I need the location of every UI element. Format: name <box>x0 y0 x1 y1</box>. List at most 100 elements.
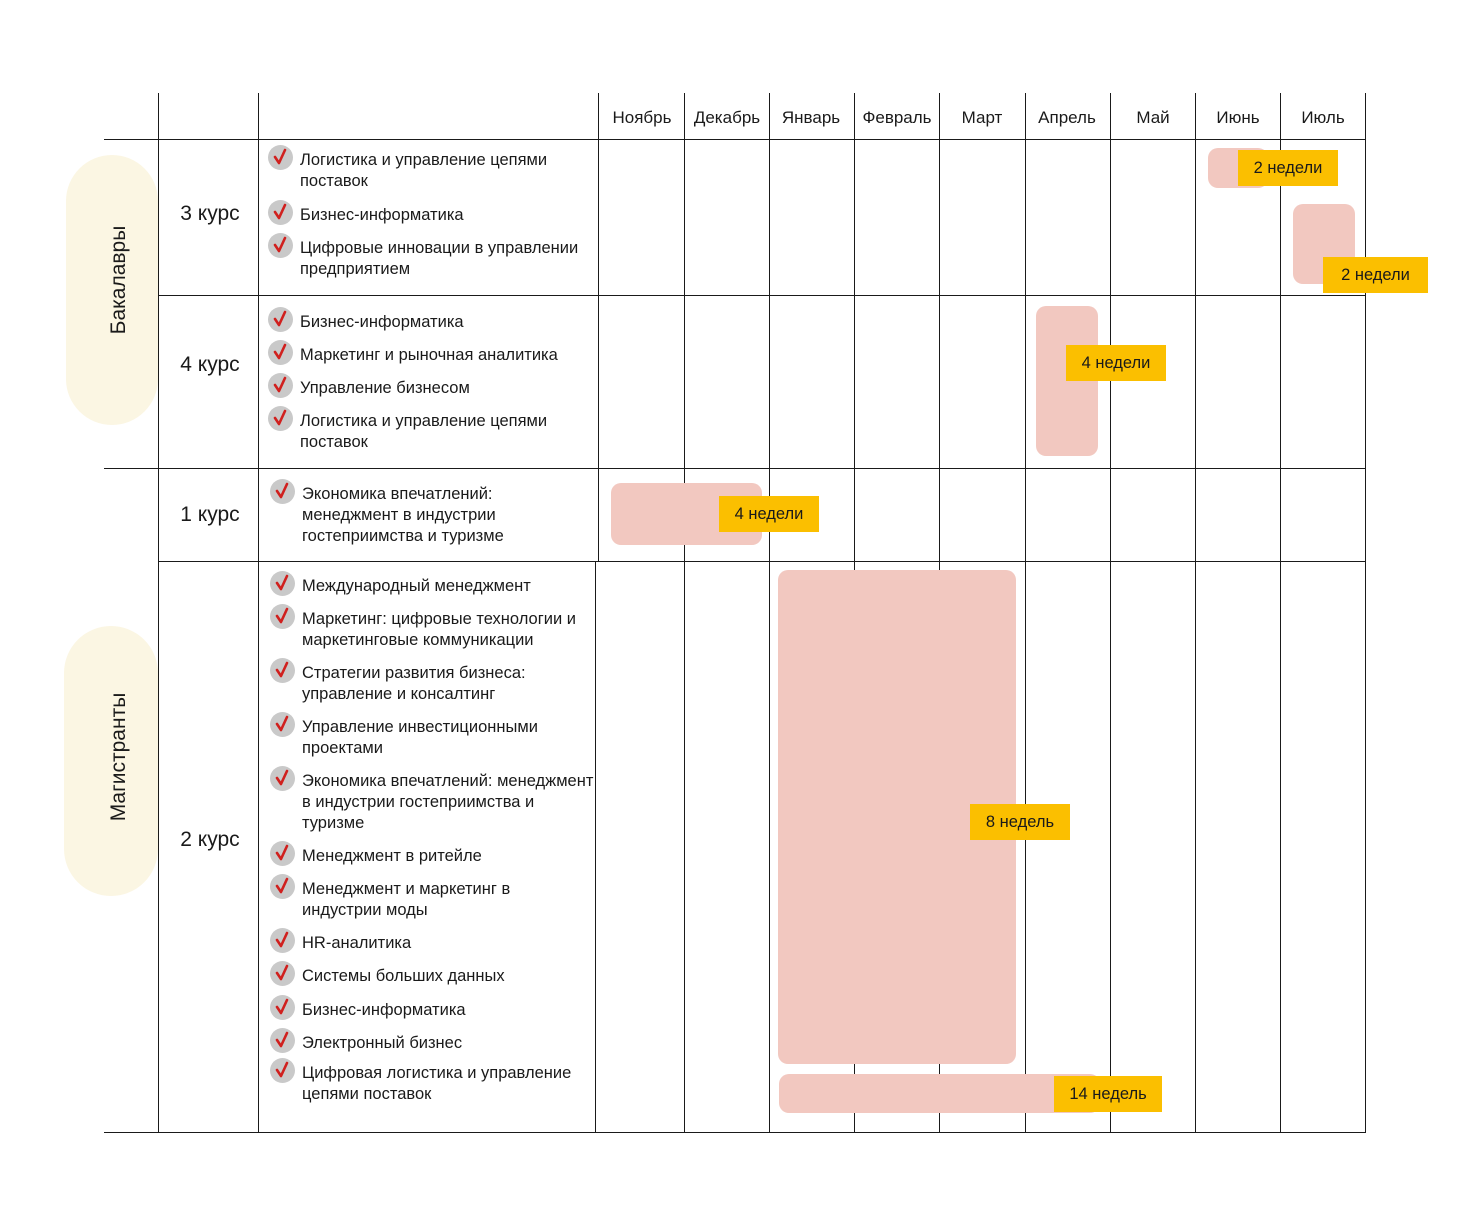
grid-line-row3-bottom <box>158 561 1366 562</box>
course-label-2: 2 курс <box>180 828 240 851</box>
program-item: Логистика и управление цепями поставок <box>300 150 590 192</box>
check-icon <box>270 928 295 953</box>
month-header-dec: Декабрь <box>693 108 761 127</box>
grid-line-header-bottom <box>104 139 1366 140</box>
program-label: Управление бизнесом <box>300 379 470 397</box>
check-icon <box>268 145 293 170</box>
program-item: Маркетинг: цифровые технологии и маркети… <box>302 609 594 651</box>
duration-badge: 14 недель <box>1054 1076 1162 1112</box>
program-item: Экономика впечатлений: менеджмент в инду… <box>302 484 592 547</box>
month-header-apr: Апрель <box>1038 108 1096 127</box>
program-item: Маркетинг и рыночная аналитика <box>300 345 595 366</box>
month-header-feb: Февраль <box>862 108 932 127</box>
check-icon <box>270 766 295 791</box>
program-item: Бизнес-информатика <box>300 312 595 333</box>
group-pill-masters <box>64 626 158 896</box>
check-icon <box>270 995 295 1020</box>
grid-line-col-nov-b <box>595 562 596 1133</box>
program-item: Управление бизнесом <box>300 378 595 399</box>
program-item: Менеджмент и маркетинг в индустрии моды <box>302 879 594 921</box>
check-icon <box>270 1058 295 1083</box>
program-item: Экономика впечатлений: менеджмент в инду… <box>302 771 594 834</box>
duration-badge: 4 недели <box>719 496 819 532</box>
grid-line-col-jun <box>1195 93 1196 1133</box>
program-item: Стратегии развития бизнеса: управление и… <box>302 663 594 705</box>
month-header-jun: Июнь <box>1216 108 1260 127</box>
check-icon <box>270 479 295 504</box>
grid-line-col-may <box>1110 93 1111 1133</box>
program-item: Электронный бизнес <box>302 1033 594 1054</box>
grid-line-col-jan <box>769 93 770 1133</box>
check-icon <box>270 658 295 683</box>
check-icon <box>268 340 293 365</box>
program-label: Электронный бизнес <box>302 1034 463 1052</box>
duration-badge: 2 недели <box>1238 150 1338 186</box>
program-label: Управление инвестиционными проектами <box>302 718 538 757</box>
check-icon <box>270 712 295 737</box>
program-label: Бизнес-информатика <box>300 313 464 331</box>
program-label: Цифровые инновации в управлении предприя… <box>300 239 579 278</box>
duration-badge: 2 недели <box>1323 257 1428 293</box>
gantt-bar <box>1036 306 1098 456</box>
grid-line-col-programs <box>258 93 259 1133</box>
grid-line-col-course <box>158 93 159 1133</box>
program-item: HR-аналитика <box>302 933 594 954</box>
group-pill-bachelors <box>66 155 158 425</box>
gantt-bar <box>779 1074 1100 1113</box>
check-icon <box>270 571 295 596</box>
program-label: Бизнес-информатика <box>300 206 464 224</box>
check-icon <box>268 406 293 431</box>
program-label: Бизнес-информатика <box>302 1001 466 1019</box>
program-label: Системы больших данных <box>302 967 505 985</box>
program-item: Международный менеджмент <box>302 576 594 597</box>
program-item: Управление инвестиционными проектами <box>302 717 594 759</box>
grid-line-col-nov-a <box>598 93 599 562</box>
check-icon <box>270 604 295 629</box>
group-label-masters: Магистранты <box>107 692 130 822</box>
duration-badge: 4 недели <box>1066 345 1166 381</box>
program-label: Логистика и управление цепями поставок <box>300 412 548 451</box>
program-label: Экономика впечатлений: менеджмент в инду… <box>302 485 504 545</box>
program-label: Стратегии развития бизнеса: управление и… <box>302 664 526 703</box>
program-item: Системы больших данных <box>302 966 594 987</box>
grid-line-row1-bottom <box>158 295 1366 296</box>
program-label: Маркетинг и рыночная аналитика <box>300 346 558 364</box>
month-header-jan: Январь <box>781 108 841 127</box>
grid-line-col-dec <box>684 93 685 1133</box>
course-label-3: 3 курс <box>180 202 240 225</box>
program-label: Менеджмент и маркетинг в индустрии моды <box>302 880 511 919</box>
duration-badge: 8 недель <box>970 804 1070 840</box>
group-label-bachelors: Бакалавры <box>107 225 130 335</box>
check-icon <box>268 307 293 332</box>
grid-line-col-jul <box>1280 93 1281 1133</box>
program-item: Цифровая логистика и управление цепями п… <box>302 1063 594 1105</box>
grid-line-group-divider <box>104 468 1366 469</box>
program-item: Бизнес-информатика <box>302 1000 594 1021</box>
month-header-jul: Июль <box>1301 108 1345 127</box>
program-item: Логистика и управление цепями поставок <box>300 411 595 453</box>
month-header-nov: Ноябрь <box>612 108 672 127</box>
check-icon <box>268 373 293 398</box>
program-item: Цифровые инновации в управлении предприя… <box>300 238 590 280</box>
program-label: Цифровая логистика и управление цепями п… <box>302 1064 572 1103</box>
grid-line-table-bottom <box>104 1132 1366 1133</box>
program-label: HR-аналитика <box>302 934 412 952</box>
month-header-mar: Март <box>961 108 1003 127</box>
program-label: Маркетинг: цифровые технологии и маркети… <box>302 610 576 649</box>
grid-line-col-apr <box>1025 93 1026 1133</box>
grid-line-col-end <box>1365 93 1366 1133</box>
program-label: Логистика и управление цепями поставок <box>300 151 548 190</box>
program-label: Экономика впечатлений: менеджмент в инду… <box>302 772 594 832</box>
check-icon <box>268 233 293 258</box>
check-icon <box>270 1028 295 1053</box>
month-header-may: Май <box>1136 108 1170 127</box>
course-label-4: 4 курс <box>180 353 240 376</box>
check-icon <box>270 841 295 866</box>
check-icon <box>270 961 295 986</box>
program-item: Менеджмент в ритейле <box>302 846 594 867</box>
program-label: Международный менеджмент <box>302 577 531 595</box>
program-label: Менеджмент в ритейле <box>302 847 482 865</box>
check-icon <box>268 200 293 225</box>
course-label-1: 1 курс <box>180 503 240 526</box>
check-icon <box>270 874 295 899</box>
